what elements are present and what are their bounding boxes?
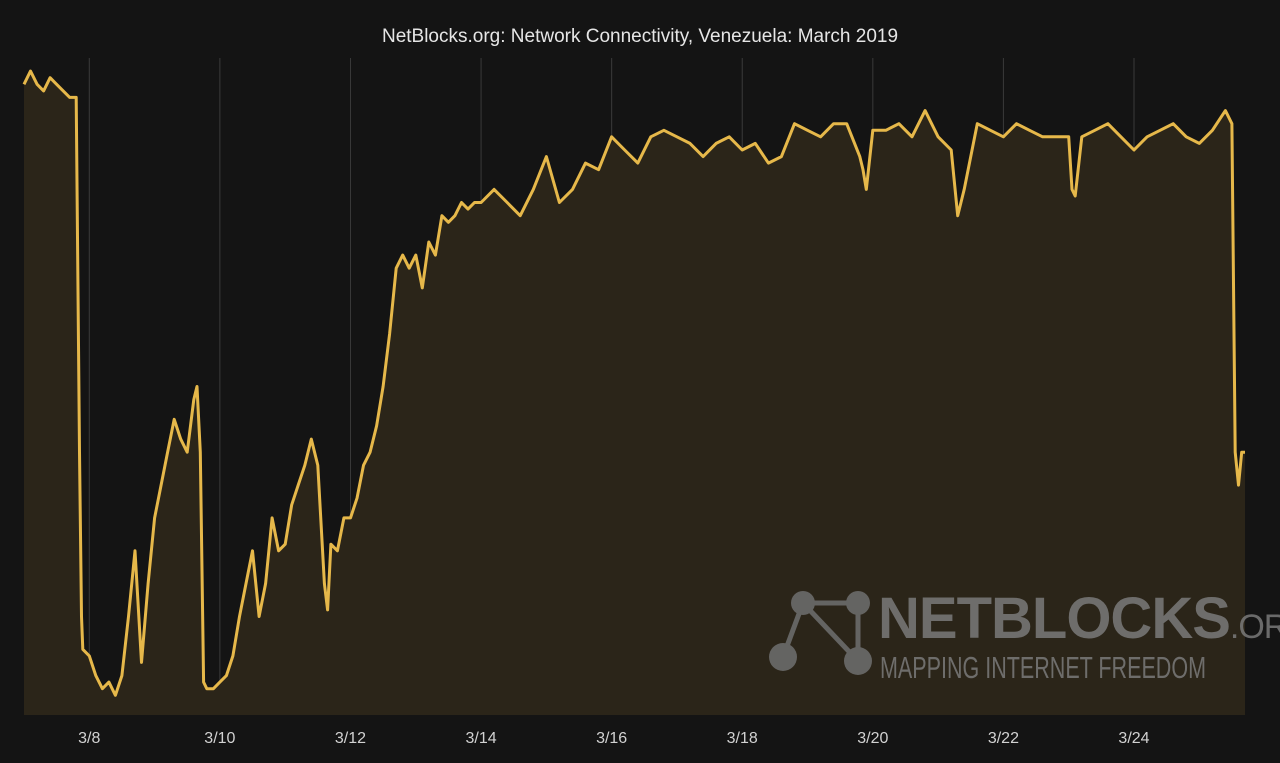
netblocks-logo-icon [769,591,872,675]
netblocks-watermark: NETBLOCKS.ORG MAPPING INTERNET FREEDOM [769,586,1280,685]
x-tick-label: 3/18 [727,730,758,747]
watermark-tagline: MAPPING INTERNET FREEDOM [880,650,1206,685]
series-group [22,69,1245,716]
x-tick-label: 3/16 [596,730,627,747]
x-tick-label: 3/20 [857,730,888,747]
chart-title: NetBlocks.org: Network Connectivity, Ven… [381,26,899,47]
x-tick-label: 3/14 [465,730,496,747]
x-tick-label: 3/22 [988,730,1019,747]
x-axis-ticks: 3/8 3/10 3/12 3/14 3/16 3/18 3/20 3/22 3/24 [78,730,1150,747]
x-tick-label: 3/24 [1118,730,1149,747]
series-line [22,69,1245,697]
x-tick-label: 3/10 [204,730,235,747]
watermark-brand: NETBLOCKS.ORG [878,586,1280,651]
x-tick-label: 3/8 [78,730,100,747]
x-tick-label: 3/12 [335,730,366,747]
series-area [24,71,1245,716]
